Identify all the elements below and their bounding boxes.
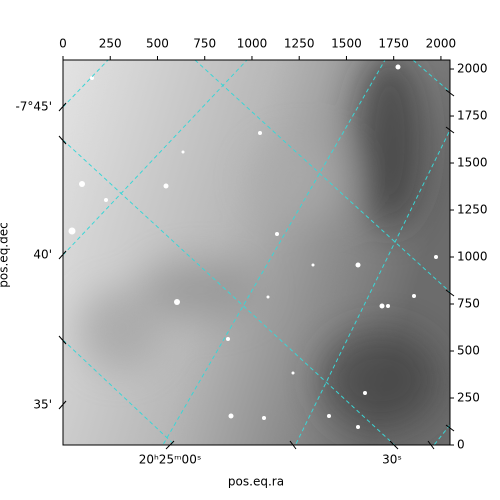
x-tick-label: 500 — [146, 37, 169, 51]
dec-tick-label: -7°45' — [15, 100, 52, 114]
y-tick-label: 1500 — [457, 156, 488, 170]
x-tick-label: 0 — [59, 37, 67, 51]
x-tick-label: 1250 — [284, 37, 315, 51]
x-tick-label: 750 — [193, 37, 216, 51]
y-tick-label: 250 — [457, 391, 480, 405]
y-axis-label: pos.eq.dec — [0, 222, 11, 287]
wcs-ticks — [58, 89, 455, 450]
y-tick-label: 500 — [457, 344, 480, 358]
x-tick-label: 2000 — [426, 37, 457, 51]
ra-tick-label: 30ˢ — [382, 453, 402, 467]
axes-frame — [62, 59, 451, 446]
y-tick-label: 2000 — [457, 62, 488, 76]
x-tick-label: 1750 — [378, 37, 409, 51]
sky-image — [63, 60, 450, 445]
coordinate-grid — [63, 60, 450, 445]
x-tick-label: 1500 — [331, 37, 362, 51]
ra-tick-label: 20ʰ25ᵐ00ˢ — [139, 453, 202, 467]
y-tick-label: 1250 — [457, 203, 488, 217]
y-tick-label: 0 — [457, 438, 465, 452]
x-tick-label: 1000 — [237, 37, 268, 51]
dec-tick-label: 35' — [33, 398, 52, 412]
dec-tick-label: 40' — [33, 248, 52, 262]
y-tick-label: 1750 — [457, 109, 488, 123]
y-tick-label: 750 — [457, 297, 480, 311]
x-axis-label: pos.eq.ra — [228, 475, 284, 489]
y-tick-label: 1000 — [457, 250, 488, 264]
x-tick-label: 250 — [99, 37, 122, 51]
